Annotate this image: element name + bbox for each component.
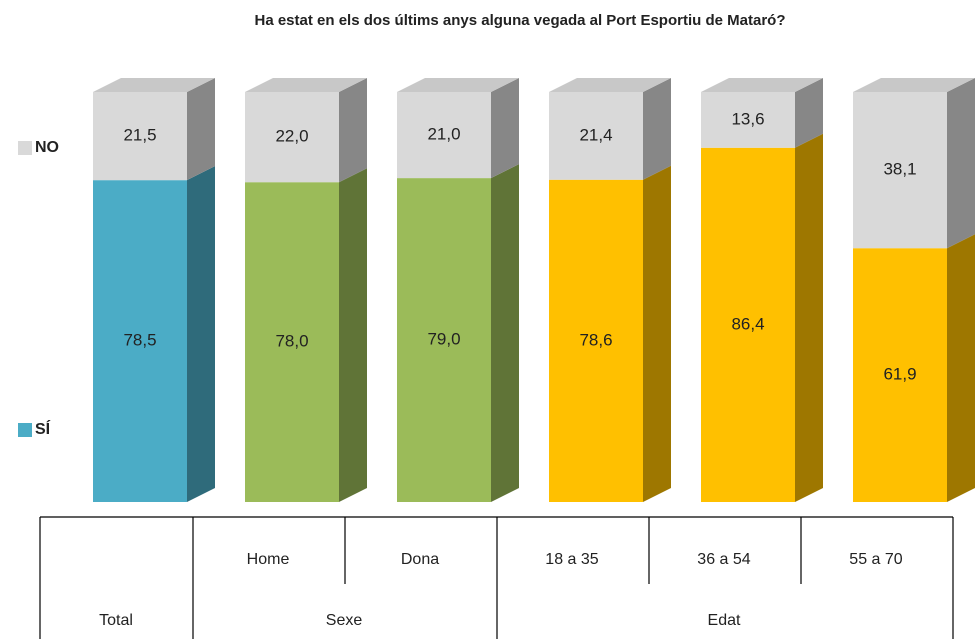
bar <box>397 178 491 502</box>
bar <box>701 92 795 148</box>
value-label: 86,4 <box>731 314 764 333</box>
legend-swatch <box>18 141 32 155</box>
value-label: 22,0 <box>275 127 308 146</box>
bar-side <box>947 234 975 502</box>
x-tick-label: Dona <box>401 551 439 568</box>
value-label: 38,1 <box>883 160 916 179</box>
legend-label: SÍ <box>35 419 51 438</box>
bar-side <box>187 78 215 181</box>
bar-side <box>339 168 367 502</box>
bar-side <box>491 164 519 502</box>
value-label: 78,5 <box>123 331 156 350</box>
bar-side <box>795 133 823 502</box>
bar <box>853 92 947 249</box>
bar <box>549 92 643 180</box>
bar-side <box>339 78 367 183</box>
bar-side <box>643 165 671 503</box>
bar-top <box>245 78 367 92</box>
group-label: Sexe <box>326 612 363 629</box>
bar-side <box>947 78 975 249</box>
value-label: 61,9 <box>883 365 916 384</box>
bar-top <box>701 78 823 92</box>
value-label: 78,6 <box>579 330 612 349</box>
legend-label: NO <box>35 139 59 156</box>
bar <box>245 92 339 183</box>
bar <box>245 182 339 502</box>
group-label: Edat <box>708 612 741 629</box>
bar-top <box>93 78 215 92</box>
bar <box>93 92 187 181</box>
value-label: 21,0 <box>427 125 460 144</box>
bar-side <box>643 78 671 180</box>
bar-top <box>853 78 975 92</box>
x-tick-label: 36 a 54 <box>697 551 750 568</box>
value-label: 79,0 <box>427 330 460 349</box>
bar-side <box>187 166 215 502</box>
value-label: 13,6 <box>731 109 764 128</box>
value-label: 21,5 <box>123 126 156 145</box>
bar <box>397 92 491 179</box>
bar <box>701 147 795 502</box>
bar-side <box>491 78 519 179</box>
x-tick-label: Home <box>247 551 290 568</box>
x-tick-label: 55 a 70 <box>849 551 902 568</box>
chart-title: Ha estat en els dos últims anys alguna v… <box>255 12 786 29</box>
value-label: 21,4 <box>579 125 612 144</box>
bar-top <box>549 78 671 92</box>
bar <box>853 248 947 502</box>
group-label: Total <box>99 612 133 629</box>
bar <box>549 179 643 503</box>
x-tick-label: 18 a 35 <box>545 551 598 568</box>
value-label: 78,0 <box>275 332 308 351</box>
bar-top <box>397 78 519 92</box>
bar-side <box>795 78 823 148</box>
table-lines <box>39 516 954 639</box>
bar <box>93 180 187 502</box>
legend-swatch <box>18 423 32 437</box>
